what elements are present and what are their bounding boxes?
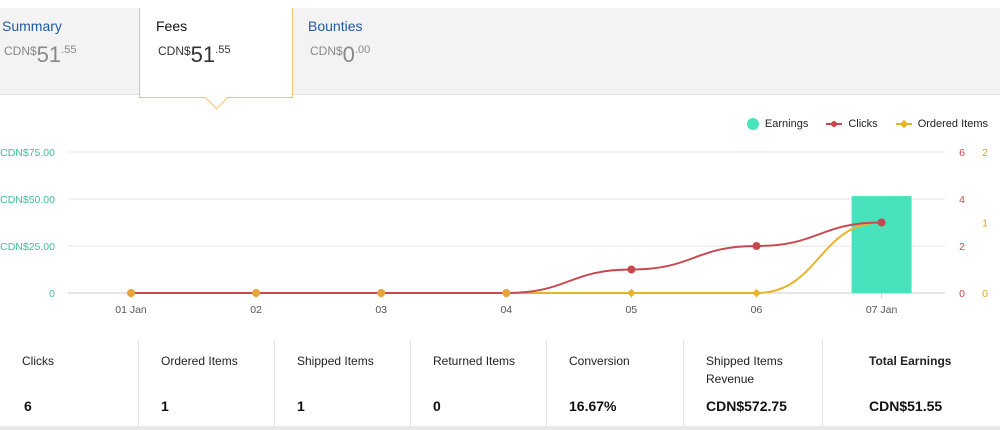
earnings-swatch-icon [746, 118, 759, 130]
metric-value: 16.67% [569, 398, 617, 414]
metric-value: CDN$572.75 [706, 398, 787, 414]
metric-returned-items: Returned Items 0 [411, 340, 547, 428]
clicks-point [627, 265, 636, 274]
legend-ordered-items-label: Ordered Items [917, 118, 988, 130]
clicks-swatch-icon [826, 121, 843, 127]
y-right1-tick-label: 4 [959, 194, 965, 206]
y-right2-tick-label: 0 [982, 288, 988, 300]
clicks-point [752, 242, 761, 250]
y-left-tick-label: CDN$75.00 [0, 147, 55, 159]
metric-label: Clicks [22, 354, 54, 368]
metric-value: 1 [297, 398, 305, 414]
metric-value: 0 [433, 398, 441, 414]
currency-label: CDN$ [310, 44, 343, 58]
amount-whole: 51 [36, 42, 62, 67]
y-right1-tick-label: 2 [959, 241, 965, 253]
tabs-bar: Summary CDN$51.55 Fees CDN$51.55 Bountie… [0, 8, 1000, 110]
tab-summary[interactable]: Summary CDN$51.55 [0, 8, 138, 94]
y-left-tick-label: CDN$25.00 [0, 241, 55, 253]
metric-label: Conversion [569, 354, 630, 368]
metric-shipped-items: Shipped Items 1 [275, 340, 411, 428]
metric-label: Shipped Items Revenue [706, 354, 783, 386]
metric-label: Returned Items [433, 354, 516, 368]
active-tab-caret [204, 85, 229, 110]
x-tick-label: 02 [250, 304, 262, 316]
metric-value: 6 [24, 398, 32, 414]
clicks-point [127, 289, 135, 297]
currency-label: CDN$ [158, 44, 191, 58]
amount-whole: 0 [342, 42, 355, 67]
y-right1-tick-label: 0 [959, 288, 965, 300]
tab-fees-label: Fees [156, 18, 188, 34]
ordered-items-swatch-icon [895, 120, 912, 128]
y-right2-tick-label: 2 [982, 147, 988, 159]
y-left-tick-label: 0 [49, 288, 55, 300]
metric-shipped-items-revenue: Shipped Items Revenue CDN$572.75 [684, 340, 823, 428]
clicks-point [877, 218, 886, 227]
amount-decimal: .00 [354, 44, 371, 56]
ordered-items-line [131, 221, 882, 294]
currency-label: CDN$ [4, 44, 37, 58]
x-tick-label: 06 [751, 304, 763, 316]
chart-legend: Earnings Clicks Ordered Items [746, 118, 988, 130]
ordered-items-point [627, 288, 636, 298]
clicks-point [502, 289, 511, 297]
tab-bounties-label: Bounties [308, 18, 363, 34]
metric-label: Ordered Items [161, 354, 238, 368]
metric-value: CDN$51.55 [869, 398, 943, 414]
tab-fees-amount: CDN$51.55 [158, 42, 230, 68]
metrics-row: Clicks 6 Ordered Items 1 Shipped Items 1… [0, 340, 1000, 428]
metric-conversion: Conversion 16.67% [547, 340, 684, 428]
tab-summary-amount: CDN$51.55 [4, 42, 76, 68]
amount-decimal: .55 [215, 44, 231, 56]
x-tick-label: 07 Jan [866, 304, 898, 316]
x-tick-label: 04 [500, 304, 512, 316]
metric-value: 1 [161, 398, 169, 414]
x-tick-label: 01 Jan [115, 304, 147, 316]
legend-clicks[interactable]: Clicks [826, 118, 878, 130]
y-right2-tick-label: 1 [982, 218, 988, 230]
legend-earnings[interactable]: Earnings [746, 118, 809, 130]
x-tick-label: 03 [375, 304, 387, 316]
metric-total-earnings: Total Earnings CDN$51.55 [823, 340, 1000, 428]
tab-fees[interactable]: Fees CDN$51.55 [139, 8, 293, 110]
metric-label: Shipped Items [297, 354, 374, 368]
x-tick-label: 05 [626, 304, 638, 316]
clicks-point [377, 289, 386, 297]
legend-clicks-label: Clicks [848, 118, 878, 130]
amount-decimal: .55 [61, 44, 77, 56]
legend-earnings-label: Earnings [764, 118, 809, 130]
earnings-bar [851, 196, 912, 293]
clicks-point [252, 289, 261, 297]
ordered-items-point [752, 288, 761, 298]
metric-label: Total Earnings [869, 354, 952, 368]
metric-clicks: Clicks 6 [0, 340, 139, 428]
amount-whole: 51 [190, 42, 216, 67]
tab-bounties-amount: CDN$0.00 [310, 42, 370, 68]
y-left-tick-label: CDN$50.00 [0, 194, 55, 206]
legend-ordered-items[interactable]: Ordered Items [895, 118, 988, 130]
clicks-line [131, 221, 882, 294]
tab-summary-label: Summary [2, 18, 62, 34]
bottom-divider [0, 426, 1000, 430]
tab-bounties[interactable]: Bounties CDN$0.00 [294, 8, 464, 94]
metric-ordered-items: Ordered Items 1 [139, 340, 275, 428]
y-right1-tick-label: 6 [959, 147, 965, 159]
